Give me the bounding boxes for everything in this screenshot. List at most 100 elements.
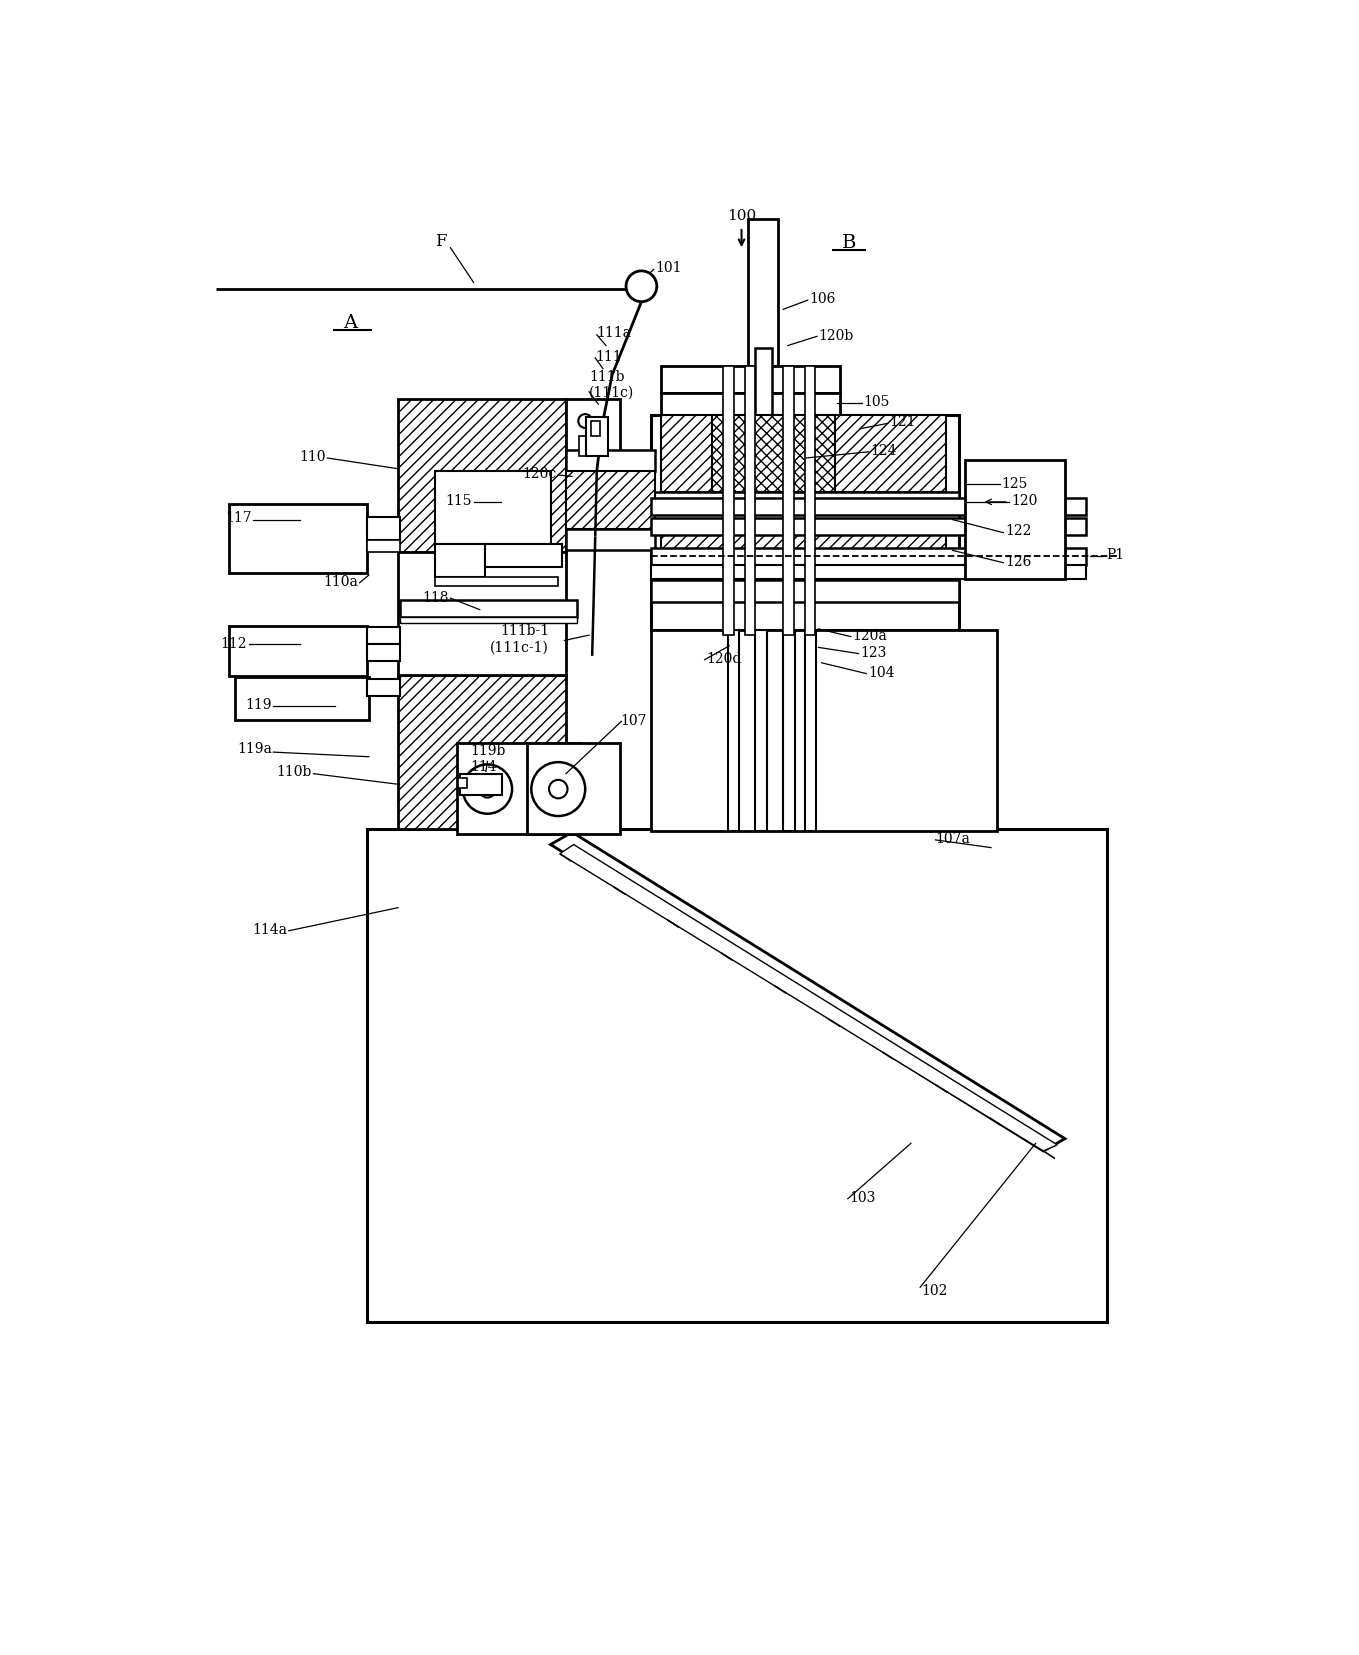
- Text: 111: 111: [595, 349, 622, 364]
- Bar: [398, 675, 565, 829]
- Bar: [756, 349, 772, 419]
- Circle shape: [478, 781, 496, 798]
- Bar: [565, 450, 655, 472]
- Text: 124: 124: [870, 444, 897, 458]
- Bar: [712, 415, 836, 493]
- Bar: [400, 617, 576, 624]
- Text: 114a: 114a: [253, 923, 287, 937]
- Text: 111b-1
(111c-1): 111b-1 (111c-1): [491, 624, 549, 654]
- Text: 112: 112: [220, 637, 247, 650]
- Text: 105: 105: [863, 396, 890, 409]
- Text: A: A: [344, 314, 357, 333]
- Text: 101: 101: [655, 261, 682, 275]
- Polygon shape: [550, 832, 1065, 1152]
- Bar: [651, 581, 958, 602]
- Text: 126: 126: [1004, 554, 1031, 569]
- Bar: [651, 415, 958, 631]
- Bar: [651, 493, 958, 520]
- Bar: [662, 415, 946, 493]
- Bar: [458, 780, 467, 788]
- Circle shape: [626, 271, 656, 303]
- Bar: [398, 401, 565, 553]
- Bar: [651, 549, 1086, 566]
- Text: 111b
(111c): 111b (111c): [588, 369, 635, 401]
- Text: 120a: 120a: [852, 629, 887, 642]
- Bar: [805, 631, 817, 831]
- Polygon shape: [560, 846, 1057, 1152]
- Text: 110a: 110a: [323, 574, 357, 589]
- Text: 120d: 120d: [707, 652, 742, 665]
- Bar: [756, 631, 766, 831]
- Bar: [367, 680, 400, 697]
- Bar: [435, 578, 559, 586]
- Bar: [367, 829, 1106, 1322]
- Text: 107: 107: [620, 713, 647, 727]
- Text: 119: 119: [246, 698, 272, 712]
- Bar: [783, 366, 794, 636]
- Bar: [747, 220, 779, 366]
- Bar: [586, 419, 607, 457]
- Circle shape: [463, 765, 512, 814]
- Bar: [459, 775, 501, 796]
- Text: F: F: [435, 232, 447, 250]
- Text: 121: 121: [889, 415, 916, 429]
- Bar: [651, 518, 1086, 536]
- Text: 120b: 120b: [818, 329, 853, 343]
- Bar: [228, 627, 367, 677]
- Bar: [367, 518, 400, 541]
- Bar: [235, 679, 368, 720]
- Text: 122: 122: [1004, 525, 1031, 538]
- Bar: [435, 472, 550, 544]
- Text: 125: 125: [1002, 477, 1029, 490]
- Bar: [565, 530, 655, 551]
- Text: 110: 110: [299, 450, 326, 463]
- Text: B: B: [843, 235, 856, 252]
- Bar: [783, 631, 795, 831]
- Bar: [485, 544, 563, 568]
- Bar: [398, 553, 565, 675]
- Bar: [651, 498, 1086, 516]
- Bar: [579, 437, 591, 457]
- Text: 110b: 110b: [276, 765, 311, 778]
- Bar: [723, 366, 734, 636]
- Bar: [367, 645, 400, 662]
- Bar: [435, 544, 485, 578]
- Bar: [400, 601, 576, 617]
- Bar: [591, 422, 599, 437]
- Text: 115: 115: [446, 493, 472, 506]
- Circle shape: [531, 763, 586, 816]
- Text: 111a: 111a: [597, 326, 632, 341]
- Bar: [651, 631, 998, 831]
- Text: 119b
114: 119b 114: [470, 743, 506, 775]
- Bar: [457, 743, 580, 834]
- Bar: [727, 631, 739, 831]
- Bar: [965, 460, 1065, 579]
- Text: 107a: 107a: [935, 832, 970, 846]
- Bar: [745, 366, 756, 636]
- Bar: [565, 401, 620, 505]
- Text: 104: 104: [868, 665, 894, 680]
- Text: 103: 103: [849, 1190, 875, 1205]
- Text: 100: 100: [727, 209, 756, 222]
- Text: 106: 106: [810, 291, 836, 306]
- Text: 119a: 119a: [236, 741, 272, 756]
- Text: P1: P1: [1106, 548, 1125, 563]
- Bar: [662, 366, 840, 394]
- Bar: [662, 520, 946, 581]
- Text: 118: 118: [423, 591, 448, 604]
- Bar: [527, 743, 620, 834]
- Bar: [367, 627, 400, 645]
- Text: 120: 120: [1011, 493, 1037, 506]
- Circle shape: [579, 415, 593, 429]
- Bar: [367, 541, 400, 553]
- Bar: [651, 566, 1086, 579]
- Bar: [565, 472, 655, 530]
- Bar: [662, 394, 840, 415]
- Text: 102: 102: [921, 1283, 949, 1298]
- Bar: [805, 366, 815, 636]
- Circle shape: [549, 781, 568, 799]
- Text: 120c: 120c: [522, 467, 557, 482]
- Text: 123: 123: [860, 645, 886, 660]
- Text: 117: 117: [226, 511, 251, 525]
- Bar: [228, 505, 367, 574]
